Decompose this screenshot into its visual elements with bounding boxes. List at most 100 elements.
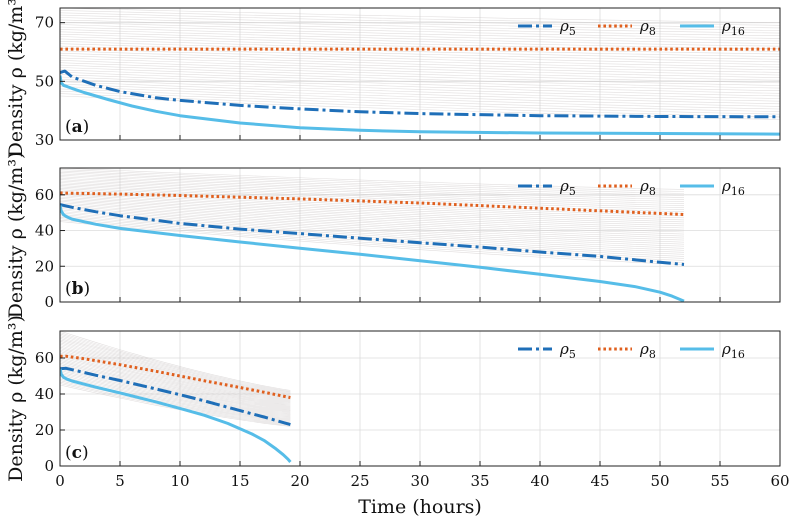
background-curve (60, 348, 291, 403)
series-group (60, 47, 780, 136)
background-curve (60, 374, 291, 420)
y-tick-label: 70 (35, 14, 54, 32)
legend-label: ρ5 (559, 17, 576, 38)
background-curve (60, 343, 291, 400)
background-curve (60, 331, 291, 391)
y-tick-label: 40 (35, 385, 54, 403)
background-curve (60, 333, 291, 393)
background-curve (60, 195, 685, 229)
background-curve (60, 203, 685, 241)
background-curve (60, 81, 780, 105)
x-tick-label: 10 (170, 472, 189, 490)
background-curve (60, 76, 780, 99)
panel-b: 0 20 40 60 (b) Density ρ (kg/m³) ρ5 ρ8 ρ16 (5, 152, 781, 319)
background-curve (60, 205, 685, 243)
background-curve (60, 371, 291, 418)
background-curve (60, 346, 291, 402)
y-axis-title: Density ρ (kg/m³) (5, 315, 27, 482)
legend-label: ρ8 (639, 177, 656, 198)
background-curve (60, 186, 685, 217)
background-curve (60, 36, 780, 55)
background-curve (60, 172, 685, 196)
x-tick-label: 35 (470, 472, 489, 490)
background-curve (60, 31, 780, 50)
x-tick-label: 5 (115, 472, 125, 490)
background-curve (60, 50, 780, 71)
panel-a: 30 50 70 (a) Density ρ (kg/m³) ρ5 ρ8 ρ16 (5, 0, 781, 157)
background-curve (60, 201, 685, 237)
x-tick-label: 20 (290, 472, 309, 490)
background-curve (60, 180, 685, 208)
background-curve (60, 345, 291, 401)
background-curve (60, 176, 685, 202)
series-line-rho5 (60, 366, 291, 427)
background-curve (60, 335, 291, 394)
y-tick-label: 20 (35, 421, 54, 439)
background-curve (60, 79, 780, 102)
background-curve (60, 193, 685, 227)
legend: ρ5 ρ8 ρ16 (518, 17, 745, 38)
background-curve (60, 170, 685, 194)
background-trajectories (60, 168, 685, 265)
y-axis-title: Density ρ (kg/m³) (5, 152, 27, 319)
series-line-rho16 (60, 205, 685, 302)
legend-label: ρ8 (639, 17, 656, 38)
background-curve (60, 48, 780, 68)
background-curve (60, 355, 291, 408)
y-tick-label: 60 (35, 349, 54, 367)
background-curve (60, 182, 685, 210)
background-curve (60, 19, 780, 36)
x-tick-label: 40 (530, 472, 549, 490)
background-curve (60, 86, 780, 110)
background-curve (60, 64, 780, 86)
background-curve (60, 359, 291, 411)
background-curve (60, 24, 780, 42)
panel-c: 0 20 40 60 (c) Density ρ (kg/m³) ρ5 ρ8 ρ16 (5, 315, 781, 482)
background-curve (60, 8, 780, 23)
background-curve (60, 74, 780, 97)
series-group (60, 191, 685, 302)
background-curve (60, 22, 780, 39)
background-curve (60, 368, 291, 416)
background-curve (60, 55, 780, 76)
x-tick-label: 50 (650, 472, 669, 490)
background-curve (60, 215, 685, 257)
background-curve (60, 174, 685, 200)
series-line-rho16 (60, 368, 292, 463)
background-curve (60, 29, 780, 47)
x-tick-label: 0 (55, 472, 65, 490)
background-curve (60, 190, 685, 223)
background-curve (60, 375, 291, 421)
background-curve (60, 93, 780, 118)
background-curve (60, 206, 685, 245)
background-curve (60, 219, 685, 263)
legend-label: ρ16 (721, 177, 745, 198)
background-curve (60, 12, 780, 29)
x-tick-label: 45 (590, 472, 609, 490)
y-axis-title: Density ρ (kg/m³) (5, 0, 27, 157)
background-curve (60, 52, 780, 73)
background-curve (60, 169, 685, 192)
legend-label: ρ16 (721, 340, 745, 361)
background-curve (60, 43, 780, 63)
background-curve (60, 358, 291, 410)
background-curve (60, 26, 780, 44)
background-curve (60, 384, 291, 427)
background-curve (60, 62, 780, 84)
x-tick-label: 25 (350, 472, 369, 490)
background-curve (60, 354, 291, 407)
series-line-rho16 (60, 75, 780, 136)
background-curve (60, 71, 780, 94)
y-tick-label: 60 (35, 186, 54, 204)
legend-label: ρ5 (559, 340, 576, 361)
background-curve (60, 218, 685, 261)
background-curve (60, 352, 291, 406)
panel-tag: (a) (65, 117, 89, 137)
background-trajectories (60, 8, 780, 120)
y-tick-label: 40 (35, 222, 54, 240)
background-trajectories (60, 331, 291, 427)
background-curve (60, 342, 291, 399)
background-curve (60, 88, 780, 112)
legend-label: ρ5 (559, 177, 576, 198)
